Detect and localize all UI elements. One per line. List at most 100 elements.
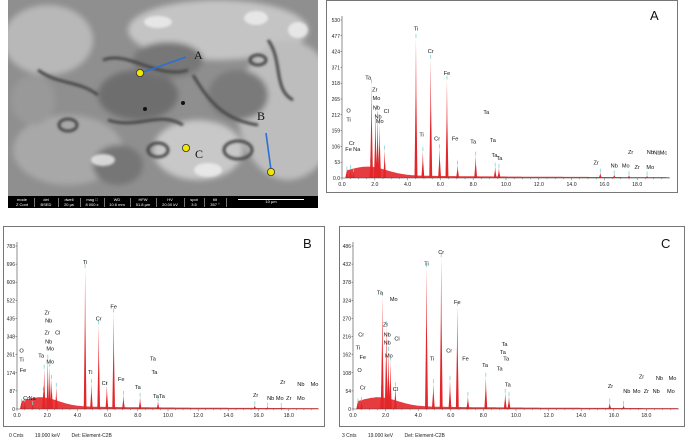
sem-micrograph: A B C mode Z Cont det BSED dwell 20 µs mag □ 8 … <box>3 0 338 208</box>
element-label: Nb <box>384 332 391 338</box>
sem-info-key: mode <box>16 197 27 202</box>
element-label: Zr <box>286 396 291 402</box>
y-tick-label: 0 <box>348 407 351 413</box>
spectrum-frame <box>3 226 325 427</box>
element-label: Ta <box>135 385 142 391</box>
element-label: Nb <box>653 151 660 157</box>
spectrum-peak <box>438 148 442 178</box>
status-counts-c: 3 Cnts <box>342 433 357 439</box>
x-tick-label: 0.0 <box>338 182 345 188</box>
element-label: Cr <box>23 396 29 402</box>
element-label: O <box>357 368 362 374</box>
sem-info-value: 20.00 kV <box>162 201 178 207</box>
sem-image: A B C <box>3 0 338 196</box>
sem-info-value: Z Cont <box>15 201 28 207</box>
y-tick-label: 265 <box>332 97 341 103</box>
spectrum-frame <box>326 0 678 193</box>
element-label: Ti <box>346 117 350 123</box>
element-label: Nb <box>45 318 52 324</box>
sem-info-key: det <box>43 197 49 202</box>
spectrum-peak <box>388 360 392 409</box>
sem-info-cell: mode Z Cont <box>10 197 35 207</box>
x-tick-label: 10.0 <box>163 413 173 419</box>
element-label: Mc <box>660 151 668 157</box>
pointer-line-a <box>140 56 187 74</box>
x-tick-label: 6.0 <box>437 182 444 188</box>
y-tick-label: 348 <box>7 335 16 341</box>
x-tick-label: 4.0 <box>74 413 81 419</box>
sem-info-cell: spot 3.5 <box>184 197 205 207</box>
spectrum-peak <box>20 402 23 409</box>
spectrum-peak <box>54 386 58 409</box>
sem-info-value: 3.5 <box>191 201 197 207</box>
sem-info-cell: HV 20.00 kV <box>156 197 185 207</box>
y-tick-label: 159 <box>332 129 341 135</box>
spectrum-peak <box>507 396 511 409</box>
status-detector-b: Det: Element-C2B <box>71 433 112 439</box>
element-label: Cl <box>394 337 399 343</box>
spectrum-peak <box>425 266 428 409</box>
spectrum-peak <box>431 383 435 409</box>
panel-letter: B <box>303 236 312 251</box>
element-label: Zr <box>372 88 377 94</box>
spectrum-peak <box>31 404 35 409</box>
spectrum-peak <box>122 394 125 409</box>
element-label: Mo <box>46 347 54 353</box>
x-tick-label: 6.0 <box>104 413 111 419</box>
element-label: Mo <box>390 297 398 303</box>
status-kev-b: 19.000 keV <box>34 433 61 439</box>
y-tick-label: 174 <box>7 371 16 377</box>
element-label: Ti <box>356 345 360 351</box>
status-kev-c: 19.000 keV <box>367 433 394 439</box>
element-label: Ta <box>377 290 384 296</box>
y-tick-label: 108 <box>343 371 352 377</box>
element-label: Ta <box>492 153 499 159</box>
element-label: Cr <box>358 332 364 338</box>
status-bar-b: 0 Cnts 19.000 keV Det: Element-C2B <box>9 433 122 439</box>
x-tick-label: 12.0 <box>544 413 554 419</box>
element-label: Nb <box>373 105 380 111</box>
element-label: Ta <box>490 138 497 144</box>
element-label: Cl <box>393 387 398 393</box>
element-label: Cr <box>434 137 440 143</box>
spectrum-peak <box>356 402 360 409</box>
spectrum-peak <box>105 384 109 409</box>
element-label: Fe <box>444 71 451 77</box>
element-label: Ta <box>496 156 503 162</box>
spectrum-peak <box>456 164 460 178</box>
spectrum-peak <box>429 58 433 179</box>
spectrum-peak <box>360 400 363 409</box>
element-label: Nb <box>384 340 391 346</box>
element-label: Ta <box>483 110 490 116</box>
element-label: Fe <box>118 377 125 383</box>
spectrum-peak <box>448 379 452 409</box>
scale-bar-label: 10 µm <box>265 199 277 204</box>
element-label: O <box>346 108 351 114</box>
sem-info-cell: tilt 357 ° <box>204 197 227 207</box>
y-tick-label: 371 <box>332 65 341 71</box>
spectrum-peak <box>484 376 488 409</box>
element-label: Cr <box>428 49 434 55</box>
point-label-a: A <box>194 48 203 62</box>
element-label: Fe <box>360 355 367 361</box>
spectrum-peak <box>376 115 380 178</box>
element-label: Mo <box>669 376 677 382</box>
point-label-c: C <box>195 147 203 161</box>
element-label: Ta <box>500 350 507 356</box>
element-label: Fe <box>452 137 459 143</box>
y-tick-label: 162 <box>343 353 352 359</box>
y-tick-label: 530 <box>332 18 341 24</box>
spectrum-peak <box>378 124 382 178</box>
element-label: Ta <box>159 394 166 400</box>
element-label: Zr <box>644 389 649 395</box>
spectrum-peak <box>42 368 46 409</box>
spectrum-peak <box>421 151 425 178</box>
sem-info-value: 8 000 x <box>85 201 99 207</box>
element-label: Nb <box>623 389 630 395</box>
sem-info-value: 10.6 mm <box>109 201 125 207</box>
spectrum-peak <box>138 396 142 409</box>
spectrum-peak <box>622 405 626 409</box>
spectrum-peak <box>23 401 27 409</box>
spectrum-panel-b: 783 696 609 522 435 348 261 174 87 00.0 2.0 4.0 6.0 8… <box>3 226 325 427</box>
status-counts-b: 0 Cnts <box>9 433 24 439</box>
